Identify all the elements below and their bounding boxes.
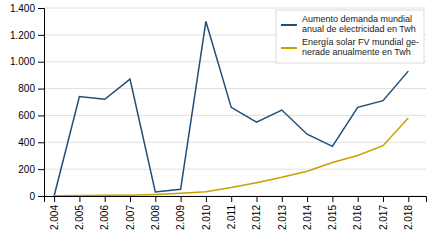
y-tick-mark <box>38 196 44 197</box>
grid <box>44 8 426 196</box>
x-tick-mark <box>332 196 333 202</box>
x-tick-label: 2.014 <box>302 205 313 230</box>
x-tick: 2.015 <box>327 196 338 230</box>
legend-label-line: Energía solar FV mundial ge- <box>302 37 419 47</box>
chart: 2.004 2.005 2.006 2.007 2.008 2.009 2.010 2.011… <box>0 0 438 240</box>
x-tick: 2.012 <box>251 196 262 230</box>
grid-line <box>44 115 426 116</box>
x-tick-label: 2.015 <box>327 205 338 230</box>
x-tick: 2.014 <box>302 196 313 230</box>
y-tick-label: 600 <box>18 110 35 121</box>
x-tick-mark <box>383 196 384 202</box>
x-tick-mark <box>181 196 182 202</box>
plot-area: 2.004 2.005 2.006 2.007 2.008 2.009 2.010 2.011… <box>10 3 427 230</box>
x-tick-mark <box>358 196 359 202</box>
y-tick-label: 400 <box>18 137 35 148</box>
x-tick-mark <box>54 196 55 202</box>
grid-line <box>44 8 426 9</box>
x-tick: 2.009 <box>175 196 186 230</box>
x-tick: 2.013 <box>277 196 288 230</box>
x-tick: 2.005 <box>74 196 85 230</box>
x-tick-mark <box>231 196 232 202</box>
y-tick-mark <box>38 8 44 9</box>
x-tick-label: 2.012 <box>251 205 262 230</box>
x-tick: 2.018 <box>403 196 414 230</box>
x-tick-label: 2.005 <box>74 205 85 230</box>
x-tick-mark <box>257 196 258 202</box>
x-tick-mark <box>206 196 207 202</box>
x-tick-label: 2.017 <box>378 205 389 230</box>
x-tick-mark <box>105 196 106 202</box>
x-tick: 2.008 <box>150 196 161 230</box>
legend-frame <box>276 10 424 63</box>
y-tick-mark <box>38 169 44 170</box>
y-axis-line <box>38 9 45 197</box>
grid-line <box>44 169 426 170</box>
y-tick-label: 200 <box>18 164 35 175</box>
legend-swatch <box>281 47 297 49</box>
y-tick: 400 <box>18 137 44 148</box>
legend-label-line: anual de electricidad en Twh <box>302 24 416 34</box>
legend-swatch <box>281 24 297 26</box>
x-tick: 2.006 <box>99 196 110 230</box>
y-tick-mark <box>38 35 44 36</box>
x-tick: 2.016 <box>352 196 363 230</box>
x-tick-mark <box>155 196 156 202</box>
x-tick: 2.007 <box>125 196 136 230</box>
x-tick-label: 2.006 <box>99 205 110 230</box>
series-line <box>54 118 408 196</box>
legend-label-line: nerade anualmente en Twh <box>302 47 411 57</box>
y-tick-mark <box>38 115 44 116</box>
y-tick-label: 1.000 <box>10 56 35 67</box>
x-tick-label: 2.010 <box>201 205 212 230</box>
x-axis: 2.004 2.005 2.006 2.007 2.008 2.009 2.010 2.011… <box>45 196 427 230</box>
y-tick-label: 800 <box>18 83 35 94</box>
x-axis-line <box>45 197 427 203</box>
x-tick-label: 2.011 <box>226 205 237 230</box>
x-tick-label: 2.008 <box>150 205 161 230</box>
x-tick: 2.017 <box>378 196 389 230</box>
y-tick-mark <box>38 62 44 63</box>
x-tick-label: 2.004 <box>49 205 60 230</box>
legend-label: Energía solar FV mundial ge-nerade anual… <box>302 37 419 57</box>
x-tick-label: 2.013 <box>277 205 288 230</box>
x-tick-mark <box>282 196 283 202</box>
y-tick: 800 <box>18 83 44 94</box>
legend-entry: Energía solar FV mundial ge-nerade anual… <box>281 37 419 57</box>
x-tick-mark <box>307 196 308 202</box>
y-tick: 200 <box>18 164 44 175</box>
legend-label: Aumento demanda mundialanual de electric… <box>302 14 416 34</box>
x-tick-mark <box>79 196 80 202</box>
y-tick-label: 0 <box>29 191 35 202</box>
x-tick-label: 2.007 <box>125 205 136 230</box>
y-tick: 1.400 <box>10 3 44 14</box>
y-tick: 1.000 <box>10 56 44 67</box>
legend-label-line: Aumento demanda mundial <box>302 14 412 24</box>
x-tick-label: 2.016 <box>352 205 363 230</box>
y-tick: 0 <box>29 191 44 202</box>
y-tick: 1.200 <box>10 30 44 41</box>
x-tick-mark <box>130 196 131 202</box>
grid-line <box>44 88 426 89</box>
x-tick-mark <box>408 196 409 202</box>
x-tick-label: 2.009 <box>175 205 186 230</box>
x-tick: 2.004 <box>49 196 60 230</box>
y-tick-label: 1.200 <box>10 30 35 41</box>
x-tick: 2.010 <box>201 196 212 230</box>
x-tick: 2.011 <box>226 196 237 229</box>
legend-entry: Aumento demanda mundialanual de electric… <box>281 14 416 34</box>
y-tick: 600 <box>18 110 44 121</box>
y-tick-mark <box>38 142 44 143</box>
y-tick-mark <box>38 89 44 90</box>
legend: Aumento demanda mundialanual de electric… <box>276 10 424 63</box>
grid-line <box>44 142 426 143</box>
y-tick-label: 1.400 <box>10 3 35 14</box>
y-axis: 0 200 400 600 800 1.000 1.200 1.400 <box>10 3 45 202</box>
x-tick-label: 2.018 <box>403 205 414 230</box>
